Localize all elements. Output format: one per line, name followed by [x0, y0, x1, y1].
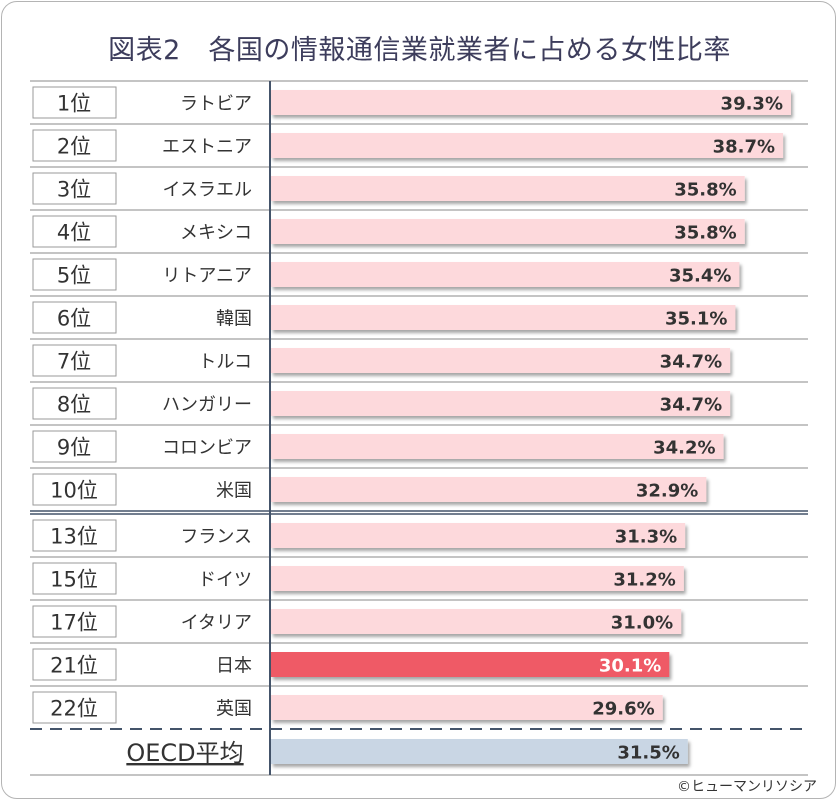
rank-box	[32, 301, 117, 334]
country-label: ラトビア	[180, 94, 252, 115]
bar-rank-12	[271, 566, 684, 591]
bar-rank-10	[271, 477, 707, 502]
rank-box	[32, 562, 117, 595]
chart-title: 図表2 各国の情報通信業就業者に占める女性比率	[108, 35, 731, 66]
rank-label: 21位	[50, 654, 98, 678]
rank-label: 3位	[57, 178, 91, 202]
country-label: 米国	[216, 481, 252, 502]
data-label-rank-13: 31.0%	[611, 613, 673, 634]
rank-label: 10位	[50, 479, 98, 503]
country-label: イタリア	[181, 613, 252, 634]
country-label: 英国	[216, 699, 252, 720]
country-label: ドイツ	[198, 570, 252, 591]
bar-rank-11	[271, 523, 686, 548]
data-label-rank-4: 35.8%	[674, 223, 736, 244]
rank-label: 2位	[57, 135, 91, 159]
bar-rank-7	[271, 348, 731, 373]
bar-rank-2	[271, 133, 784, 158]
bar-rank-1	[271, 90, 791, 115]
rank-box	[32, 387, 117, 420]
country-label: リトアニア	[162, 266, 252, 287]
average-label: OECD平均	[126, 739, 243, 767]
country-label: コロンビア	[162, 438, 252, 459]
rank-label: 4位	[57, 221, 91, 245]
country-label: 韓国	[216, 309, 252, 330]
data-label-rank-1: 39.3%	[721, 94, 783, 115]
rank-box	[32, 172, 117, 205]
data-label-rank-6: 35.1%	[665, 309, 727, 330]
data-label-rank-5: 35.4%	[669, 266, 731, 287]
bar-oecd-average	[271, 739, 688, 764]
rank-box	[32, 648, 117, 681]
country-label: 日本	[216, 656, 252, 677]
copyright-credit: ©ヒューマンリソシア	[677, 779, 817, 795]
rank-label: 17位	[50, 611, 98, 635]
bar-rank-3	[271, 176, 745, 201]
rank-box	[32, 473, 117, 506]
rank-box	[32, 519, 117, 552]
country-label: イスラエル	[163, 180, 252, 201]
data-label-rank-2: 38.7%	[713, 137, 775, 158]
data-label-rank-10: 32.9%	[636, 481, 698, 502]
bar-rank-13	[271, 609, 682, 634]
rank-box	[32, 430, 117, 463]
country-label: フランス	[180, 527, 252, 548]
rank-label: 1位	[57, 92, 91, 116]
data-label-rank-9: 34.2%	[653, 438, 715, 459]
rank-label: 6位	[57, 307, 91, 331]
country-label: メキシコ	[180, 223, 252, 244]
rank-label: 13位	[50, 525, 98, 549]
rank-box	[32, 605, 117, 638]
data-label-rank-14: 30.1%	[599, 656, 661, 677]
country-label: トルコ	[198, 352, 252, 373]
rank-box	[32, 691, 117, 724]
rank-box	[32, 86, 117, 119]
data-label-rank-15: 29.6%	[592, 699, 654, 720]
rank-label: 22位	[50, 697, 98, 721]
country-label: ハンガリー	[162, 395, 252, 416]
data-label-rank-8: 34.7%	[660, 395, 722, 416]
data-label-rank-7: 34.7%	[660, 352, 722, 373]
bar-rank-4	[271, 219, 745, 244]
rank-label: 15位	[50, 568, 98, 592]
data-label-rank-12: 31.2%	[613, 570, 675, 591]
rank-label: 9位	[57, 436, 91, 460]
bar-rank-14	[271, 652, 670, 677]
bar-rank-5	[271, 262, 740, 287]
bar-rank-15	[271, 695, 663, 720]
bar-rank-8	[271, 391, 731, 416]
data-label-rank-11: 31.3%	[615, 527, 677, 548]
rank-box	[32, 215, 117, 248]
country-label: エストニア	[162, 137, 252, 158]
bar-rank-9	[271, 434, 724, 459]
rank-box	[32, 344, 117, 377]
rank-box	[32, 129, 117, 162]
bar-rank-6	[271, 305, 736, 330]
rank-label: 5位	[57, 264, 91, 288]
data-label-oecd-average: 31.5%	[617, 743, 679, 764]
data-label-rank-3: 35.8%	[674, 180, 736, 201]
rank-box	[32, 258, 117, 291]
rank-label: 8位	[57, 393, 91, 417]
rank-label: 7位	[57, 350, 91, 374]
